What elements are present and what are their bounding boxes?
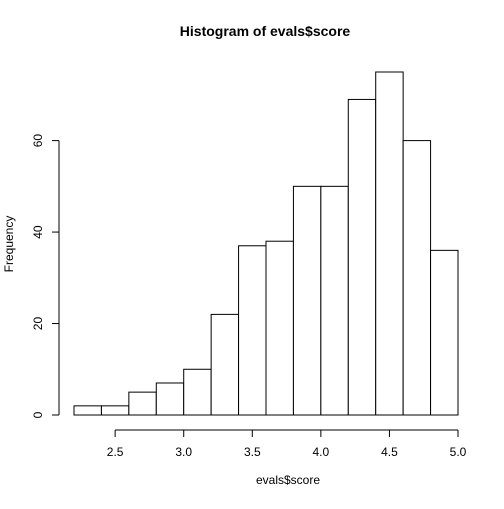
chart-title: Histogram of evals$score <box>180 23 351 39</box>
histogram-bar <box>375 71 404 416</box>
x-tick-label: 3.5 <box>244 445 261 459</box>
histogram-bar <box>238 245 267 416</box>
bars-group <box>73 71 459 416</box>
y-tick-label: 60 <box>31 134 45 148</box>
histogram-bar <box>183 368 212 416</box>
histogram-bar <box>100 405 130 416</box>
y-axis-label: Frequency <box>2 216 16 273</box>
y-tick-label: 20 <box>31 317 45 331</box>
histogram-bar <box>155 382 185 416</box>
histogram-bar <box>320 185 349 416</box>
y-tick-label: 40 <box>31 225 45 239</box>
histogram-bar <box>430 249 459 416</box>
x-tick-label: 4.0 <box>313 445 330 459</box>
x-axis: 2.5 3.0 3.5 4.0 4.5 5.0 <box>107 429 467 459</box>
histogram-bar <box>73 405 102 416</box>
x-tick-label: 3.0 <box>175 445 192 459</box>
histogram-bar <box>128 391 157 416</box>
y-axis: 0 20 40 60 <box>31 134 60 418</box>
histogram-bar <box>292 185 322 416</box>
histogram-bar <box>347 98 377 416</box>
histogram-bar <box>210 313 240 416</box>
x-tick-label: 4.5 <box>381 445 398 459</box>
x-tick-label: 2.5 <box>107 445 124 459</box>
y-tick-label: 0 <box>31 411 45 418</box>
x-tick-label: 5.0 <box>450 445 467 459</box>
x-axis-label: evals$score <box>256 473 320 487</box>
histogram-bar <box>265 240 294 416</box>
histogram-bar <box>402 140 432 416</box>
